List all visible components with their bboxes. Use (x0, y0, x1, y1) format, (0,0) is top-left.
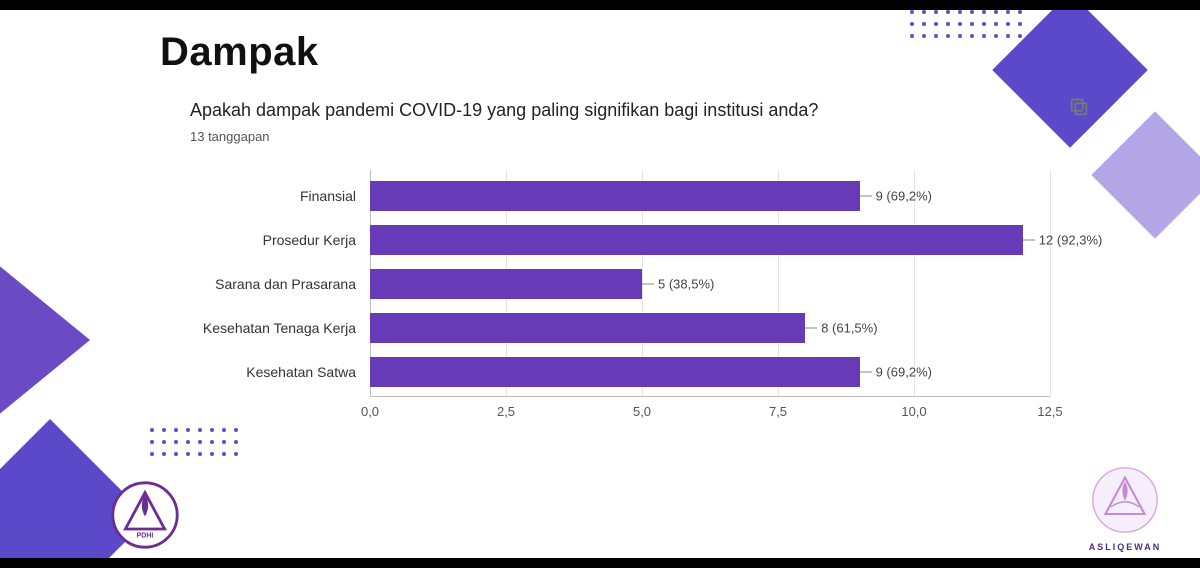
bar-row: Prosedur Kerja12 (92,3%) (190, 218, 1090, 262)
bar-label: Kesehatan Satwa (190, 364, 362, 380)
bar-row: Kesehatan Satwa 9 (69,2%) (190, 350, 1090, 394)
bar-row: Sarana dan Prasarana 5 (38,5%) (190, 262, 1090, 306)
copy-icon[interactable] (1068, 96, 1090, 118)
bar (370, 181, 860, 211)
bar-leader (860, 196, 872, 197)
chart-responses-count: 13 tanggapan (190, 129, 1090, 144)
bar-leader (805, 328, 817, 329)
x-tick-label: 5,0 (633, 404, 651, 419)
stage: Dampak Apakah dampak pandemi COVID-19 ya… (0, 0, 1200, 568)
deco-top-right-diamond-light (1080, 100, 1200, 250)
bar-leader (860, 372, 872, 373)
bar-value-label: 5 (38,5%) (658, 277, 714, 292)
bar-leader (642, 284, 654, 285)
x-tick-label: 7,5 (769, 404, 787, 419)
letterbox-bottom (0, 558, 1200, 568)
bar-label: Kesehatan Tenaga Kerja (190, 320, 362, 336)
deco-top-right-dots (910, 10, 1030, 50)
letterbox-top (0, 0, 1200, 10)
bar-value-label: 9 (69,2%) (876, 365, 932, 380)
bar-leader (1023, 240, 1035, 241)
bar-value-label: 9 (69,2%) (876, 189, 932, 204)
page-title: Dampak (160, 30, 319, 75)
deco-left-triangle (0, 250, 100, 430)
bar-label: Sarana dan Prasarana (190, 276, 362, 292)
bar-value-label: 8 (61,5%) (821, 321, 877, 336)
slide: Dampak Apakah dampak pandemi COVID-19 ya… (0, 10, 1200, 558)
chart-plot: 0,0 2,5 5,0 7,5 10,0 12,5 Finansial 9 (69,2%) P… (190, 170, 1090, 470)
logo-asliqewan: ASLIQEWAN (1080, 465, 1170, 552)
bar (370, 269, 642, 299)
logo-asliqewan-label: ASLIQEWAN (1080, 542, 1170, 552)
bar (370, 357, 860, 387)
bar (370, 225, 1023, 255)
logo-pdhi: PDHI (110, 480, 180, 550)
bar-value-label: 12 (92,3%) (1039, 233, 1103, 248)
bar (370, 313, 805, 343)
x-tick-label: 0,0 (361, 404, 379, 419)
logo-pdhi-label: PDHI (137, 532, 154, 539)
x-tick-label: 12,5 (1037, 404, 1062, 419)
bar-row: Finansial 9 (69,2%) (190, 174, 1090, 218)
x-axis-baseline (370, 396, 1050, 397)
bar-label: Finansial (190, 188, 362, 204)
x-tick-label: 2,5 (497, 404, 515, 419)
chart-card: Apakah dampak pandemi COVID-19 yang pali… (190, 100, 1090, 480)
bar-row: Kesehatan Tenaga Kerja 8 (61,5%) (190, 306, 1090, 350)
x-tick-label: 10,0 (901, 404, 926, 419)
chart-header: Apakah dampak pandemi COVID-19 yang pali… (190, 100, 1090, 144)
chart-question: Apakah dampak pandemi COVID-19 yang pali… (190, 100, 1090, 121)
bar-label: Prosedur Kerja (190, 232, 362, 248)
